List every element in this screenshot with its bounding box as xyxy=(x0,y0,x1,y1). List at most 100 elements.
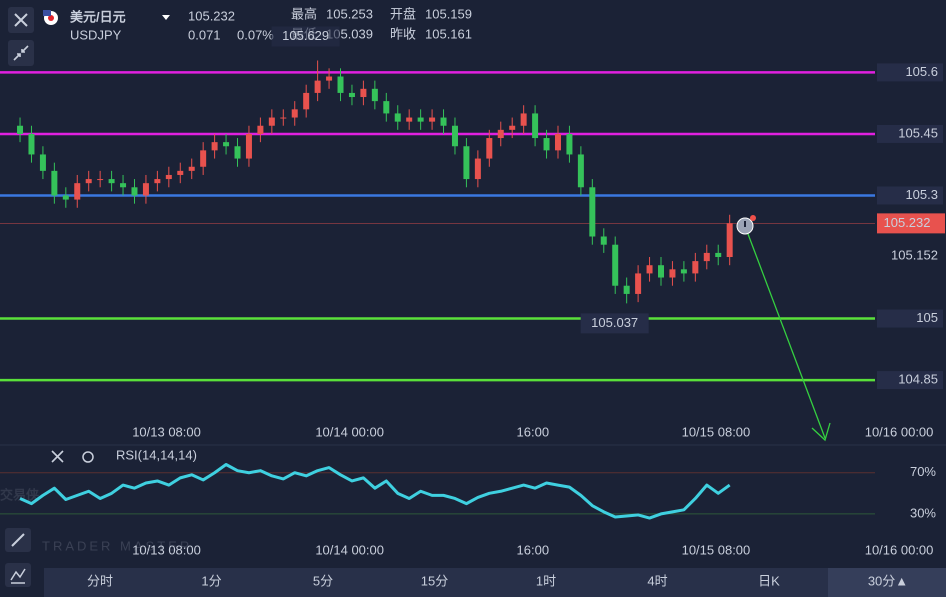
candle-body xyxy=(291,109,298,118)
candle-body xyxy=(715,252,722,258)
candle-body xyxy=(497,129,504,139)
x-tick-label: 10/15 08:00 xyxy=(682,542,751,557)
period-tab[interactable]: 1时 xyxy=(536,573,556,588)
candle-body xyxy=(165,174,172,180)
symbol-code: USDJPY xyxy=(70,27,122,42)
candle-body xyxy=(177,170,184,175)
level-label: 104.85 xyxy=(898,372,938,387)
price: 105.232 xyxy=(188,8,235,23)
x-tick-label: 16:00 xyxy=(517,542,550,557)
extreme-bg xyxy=(580,313,649,334)
close-icon xyxy=(14,13,28,27)
level-label: 105.6 xyxy=(905,64,938,79)
candle-body xyxy=(600,236,607,245)
period-tab[interactable]: 分时 xyxy=(87,573,113,588)
stat-value: 105.253 xyxy=(326,6,373,21)
candle-body xyxy=(360,88,367,98)
candle-body xyxy=(74,183,81,200)
stat-value: 105.159 xyxy=(425,6,472,21)
collapse-button[interactable] xyxy=(8,40,34,66)
trend-arrow xyxy=(744,225,826,439)
level-label-bg xyxy=(877,371,943,390)
stat-label: 最高 xyxy=(291,6,317,21)
candle-body xyxy=(566,133,573,155)
period-tab[interactable]: 日K xyxy=(758,573,780,588)
level-label-bg xyxy=(877,124,943,143)
candle-body xyxy=(589,187,596,237)
watermark-tagline: TRADER MASTER xyxy=(42,538,192,553)
candle-body xyxy=(451,125,458,147)
indicator-icon xyxy=(10,568,26,584)
level-label-bg xyxy=(877,63,943,82)
candle-body xyxy=(394,113,401,122)
candle-body xyxy=(51,170,58,196)
active-period-bg xyxy=(828,568,946,597)
candle-body xyxy=(669,269,676,278)
candle-body xyxy=(303,92,310,110)
level-label: 105.45 xyxy=(898,125,938,140)
period-tab[interactable]: 5分 xyxy=(313,573,333,588)
level-label: 105 xyxy=(916,310,938,325)
candle-body xyxy=(486,138,493,159)
candle-body xyxy=(692,261,699,274)
candle-body xyxy=(577,154,584,188)
candle-body xyxy=(348,92,355,98)
candle-body xyxy=(635,273,642,294)
candle-body xyxy=(371,88,378,102)
x-tick-label: 16:00 xyxy=(517,424,550,439)
candle-body xyxy=(623,285,630,294)
candle-body xyxy=(108,179,115,184)
candle-body xyxy=(245,133,252,159)
period-tab[interactable]: 15分 xyxy=(421,573,448,588)
candle-body xyxy=(703,252,710,262)
level-label: 105.3 xyxy=(905,187,938,202)
extreme-label: 105.037 xyxy=(591,315,638,330)
y-tick-label: 30% xyxy=(910,505,936,520)
candle-body xyxy=(383,101,390,114)
rsi-settings[interactable] xyxy=(82,451,94,463)
candle-body xyxy=(234,146,241,159)
candle-body xyxy=(200,150,207,167)
watermark-brand: 交易侠 xyxy=(0,487,40,502)
pen-icon xyxy=(11,533,25,547)
active-period[interactable]: 30分▲ xyxy=(868,573,908,588)
rsi-close[interactable] xyxy=(51,450,64,463)
candle-body xyxy=(726,223,733,258)
symbol-dropdown[interactable] xyxy=(162,15,170,20)
flag-us xyxy=(43,10,51,16)
candle-body xyxy=(154,179,161,184)
y-tick-label: 70% xyxy=(910,464,936,479)
rsi-line xyxy=(19,463,731,520)
trend-arrowhead xyxy=(811,422,831,442)
period-tab[interactable]: 4时 xyxy=(647,573,667,588)
candle-body xyxy=(85,179,92,184)
candle-body xyxy=(257,125,264,134)
candle-body xyxy=(509,125,516,130)
x-tick-label: 10/16 00:00 xyxy=(865,542,934,557)
last-price-label: 105.232 xyxy=(884,215,931,230)
x-tick-label: 10/16 00:00 xyxy=(865,424,934,439)
candle-body xyxy=(211,142,218,151)
candle-body xyxy=(97,179,104,181)
candle-body xyxy=(646,265,653,274)
flag-jp-dot xyxy=(48,15,54,21)
candle-body xyxy=(268,117,275,126)
extreme-bg xyxy=(271,26,340,47)
candle-body xyxy=(17,125,24,134)
candle-body xyxy=(314,80,321,93)
period-tabs: 分时 1分 5分 15分 1时 4时 日K xyxy=(87,573,780,588)
symbol: 美元/日元 xyxy=(70,9,126,24)
candle-body xyxy=(463,146,470,180)
candle-body xyxy=(39,154,46,171)
candle-body xyxy=(62,195,69,200)
rsi-chart: 70% 30% 10/13 08:00 10/14 00:00 16:00 10/15 0… xyxy=(0,463,936,557)
period-tab[interactable]: 1分 xyxy=(201,573,221,588)
alert-dot xyxy=(750,215,756,221)
x-tick-label: 10/15 08:00 xyxy=(682,424,751,439)
candle-body xyxy=(188,166,195,171)
x-tick-label: 10/13 08:00 xyxy=(132,424,201,439)
candle-body xyxy=(474,158,481,180)
